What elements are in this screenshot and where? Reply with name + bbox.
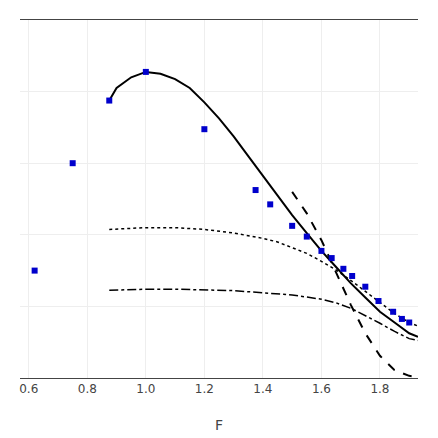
svg-text:1.4: 1.4 (253, 382, 272, 396)
svg-text:F: F (215, 417, 223, 433)
svg-text:1.0: 1.0 (136, 382, 155, 396)
svg-text:1.6: 1.6 (312, 382, 331, 396)
svg-text:0.6: 0.6 (19, 382, 38, 396)
svg-text:1.2: 1.2 (195, 382, 214, 396)
svg-text:0.8: 0.8 (78, 382, 97, 396)
svg-text:1.8: 1.8 (370, 382, 389, 396)
